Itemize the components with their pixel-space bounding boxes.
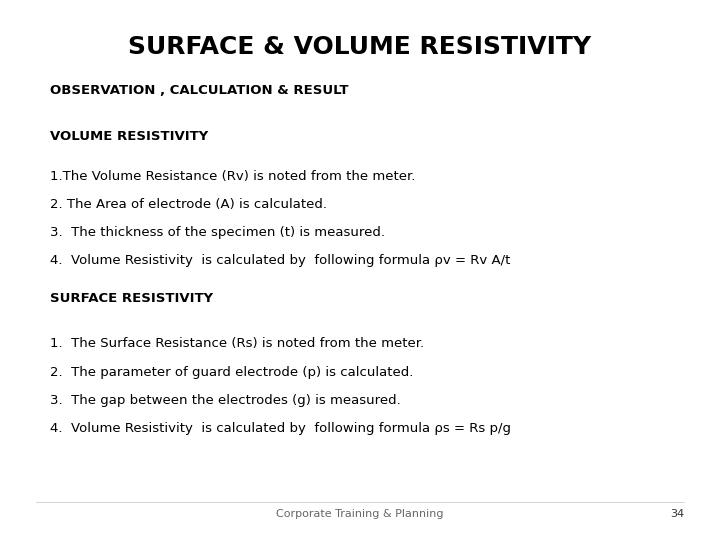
Text: 4.  Volume Resistivity  is calculated by  following formula ρs = Rs p/g: 4. Volume Resistivity is calculated by f…	[50, 422, 511, 435]
Text: 4.  Volume Resistivity  is calculated by  following formula ρv = Rv A/t: 4. Volume Resistivity is calculated by f…	[50, 254, 510, 267]
Text: 3.  The thickness of the specimen (t) is measured.: 3. The thickness of the specimen (t) is …	[50, 226, 385, 239]
Text: Corporate Training & Planning: Corporate Training & Planning	[276, 509, 444, 519]
Text: 3.  The gap between the electrodes (g) is measured.: 3. The gap between the electrodes (g) is…	[50, 394, 401, 407]
Text: 2.  The parameter of guard electrode (p) is calculated.: 2. The parameter of guard electrode (p) …	[50, 366, 414, 379]
Text: 34: 34	[670, 509, 684, 519]
Text: 1.The Volume Resistance (Rv) is noted from the meter.: 1.The Volume Resistance (Rv) is noted fr…	[50, 170, 415, 183]
Text: VOLUME RESISTIVITY: VOLUME RESISTIVITY	[50, 130, 209, 143]
Text: SURFACE & VOLUME RESISTIVITY: SURFACE & VOLUME RESISTIVITY	[128, 35, 592, 59]
Text: 1.  The Surface Resistance (Rs) is noted from the meter.: 1. The Surface Resistance (Rs) is noted …	[50, 338, 425, 350]
Text: 2. The Area of electrode (A) is calculated.: 2. The Area of electrode (A) is calculat…	[50, 198, 328, 211]
Text: SURFACE RESISTIVITY: SURFACE RESISTIVITY	[50, 292, 214, 305]
Text: OBSERVATION , CALCULATION & RESULT: OBSERVATION , CALCULATION & RESULT	[50, 84, 349, 97]
